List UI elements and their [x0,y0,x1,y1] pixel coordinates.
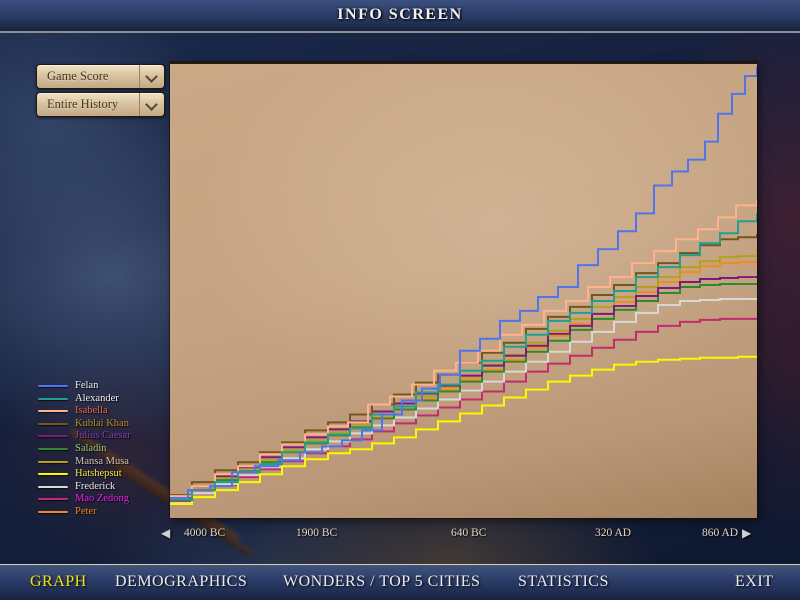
legend-swatch [38,435,68,438]
score-graph-panel [170,62,757,518]
graph-legend: Felan Alexander Isabella Kublai Khan Jul… [38,380,168,519]
legend-label: Hatshepsut [75,468,122,480]
legend-item: Mansa Musa [38,456,168,469]
legend-swatch [38,473,68,476]
chevron-down-icon [145,98,158,111]
tab-graph[interactable]: GRAPH [30,573,87,590]
chevron-down-icon [145,70,158,83]
legend-swatch [38,447,68,450]
legend-item: Peter [38,506,168,519]
legend-swatch [38,397,68,400]
legend-swatch [38,410,68,413]
history-range-dropdown[interactable]: Entire History [36,92,165,117]
legend-item: Kublai Khan [38,418,168,431]
legend-label: Alexander [75,392,119,404]
legend-label: Frederick [75,480,116,492]
graph-type-dropdown[interactable]: Game Score [36,64,165,89]
legend-label: Peter [75,505,97,517]
timeline-tick: 4000 BC [184,527,226,539]
legend-item: Isabella [38,405,168,418]
tab-demographics[interactable]: DEMOGRAPHICS [115,573,248,590]
history-range-dropdown-value: Entire History [47,97,119,111]
legend-swatch [38,460,68,463]
bottom-nav: GRAPH DEMOGRAPHICS WONDERS / TOP 5 CITIE… [0,564,800,600]
legend-item: Saladin [38,443,168,456]
legend-label: Mansa Musa [75,455,129,467]
legend-swatch [38,510,68,513]
legend-item: Julius Caesar [38,430,168,443]
legend-swatch [38,385,68,387]
dropdown-chevron-box[interactable] [139,65,164,88]
graph-type-dropdown-value: Game Score [47,69,109,83]
timeline: ◀ 4000 BC 1900 BC 640 BC 320 AD 860 AD ▶ [0,524,800,546]
title-bar: INFO SCREEN [0,0,800,33]
timeline-prev-icon[interactable]: ◀ [161,526,171,540]
legend-label: Kublai Khan [75,417,129,429]
timeline-tick: 320 AD [595,527,632,539]
legend-label: Julius Caesar [75,430,131,442]
timeline-tick: 1900 BC [296,527,338,539]
legend-item: Felan [38,380,168,393]
timeline-tick: 860 AD [702,527,739,539]
tab-statistics[interactable]: STATISTICS [518,573,609,590]
legend-item: Hatshepsut [38,468,168,481]
page-title: INFO SCREEN [337,6,463,23]
timeline-next-icon[interactable]: ▶ [742,526,752,540]
score-chart [170,66,757,506]
legend-label: Saladin [75,442,107,454]
legend-label: Isabella [75,405,108,417]
legend-item: Frederick [38,481,168,494]
timeline-tick: 640 BC [451,527,487,539]
dropdown-chevron-box[interactable] [139,93,164,116]
legend-label: Felan [75,380,99,391]
legend-swatch [38,498,68,501]
legend-item: Mao Zedong [38,493,168,506]
tab-wonders-top5-cities[interactable]: WONDERS / TOP 5 CITIES [283,573,481,590]
legend-label: Mao Zedong [75,493,129,505]
legend-swatch [38,485,68,488]
legend-item: Alexander [38,393,168,406]
exit-button[interactable]: EXIT [735,573,774,590]
legend-swatch [38,422,68,425]
